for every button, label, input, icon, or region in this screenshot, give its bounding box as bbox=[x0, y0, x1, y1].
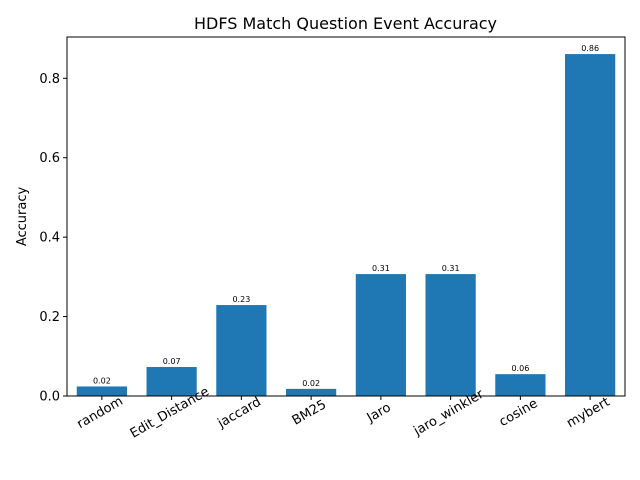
data-label-mybert: 0.86 bbox=[581, 44, 599, 53]
x-tick-label-jaccard: jaccard bbox=[215, 395, 264, 432]
data-label-cosine: 0.06 bbox=[511, 364, 529, 373]
y-tick-label: 0.8 bbox=[39, 72, 60, 87]
data-label-random: 0.02 bbox=[93, 376, 111, 385]
x-tick-label-BM25: BM25 bbox=[290, 397, 329, 428]
y-tick-label: 0.2 bbox=[39, 310, 60, 325]
bar-Edit_Distance bbox=[146, 367, 197, 396]
y-tick-label: 0.0 bbox=[39, 390, 60, 405]
chart-title: HDFS Match Question Event Accuracy bbox=[194, 14, 497, 33]
x-tick-label-Jaro: Jaro bbox=[364, 400, 394, 426]
x-tick-label-random: random bbox=[75, 394, 126, 432]
bar-BM25 bbox=[286, 388, 337, 396]
bars-group bbox=[76, 54, 616, 397]
data-label-jaccard: 0.23 bbox=[232, 295, 250, 304]
bar-Jaro bbox=[355, 274, 406, 396]
y-axis: 0.0 0.2 0.4 0.6 0.8 bbox=[39, 72, 67, 405]
data-label-BM25: 0.02 bbox=[302, 379, 320, 388]
bar-jaccard bbox=[216, 305, 267, 396]
bar-jaro_winkler bbox=[425, 274, 476, 396]
y-tick-label: 0.6 bbox=[39, 151, 60, 166]
data-label-Jaro: 0.31 bbox=[372, 264, 390, 273]
data-label-jaro_winkler: 0.31 bbox=[442, 264, 460, 273]
data-label-Edit_Distance: 0.07 bbox=[163, 357, 181, 366]
bar-mybert bbox=[565, 54, 616, 397]
y-axis-label: Accuracy bbox=[15, 187, 30, 247]
bar-random bbox=[76, 386, 127, 396]
x-tick-label-mybert: mybert bbox=[564, 395, 612, 432]
x-tick-label-cosine: cosine bbox=[497, 396, 541, 430]
bar-cosine bbox=[495, 374, 546, 396]
data-labels-group: 0.02 0.07 0.23 0.02 0.31 0.31 0.06 0.86 bbox=[93, 44, 599, 388]
plot-frame bbox=[66, 36, 626, 397]
y-tick-label: 0.4 bbox=[39, 231, 60, 246]
